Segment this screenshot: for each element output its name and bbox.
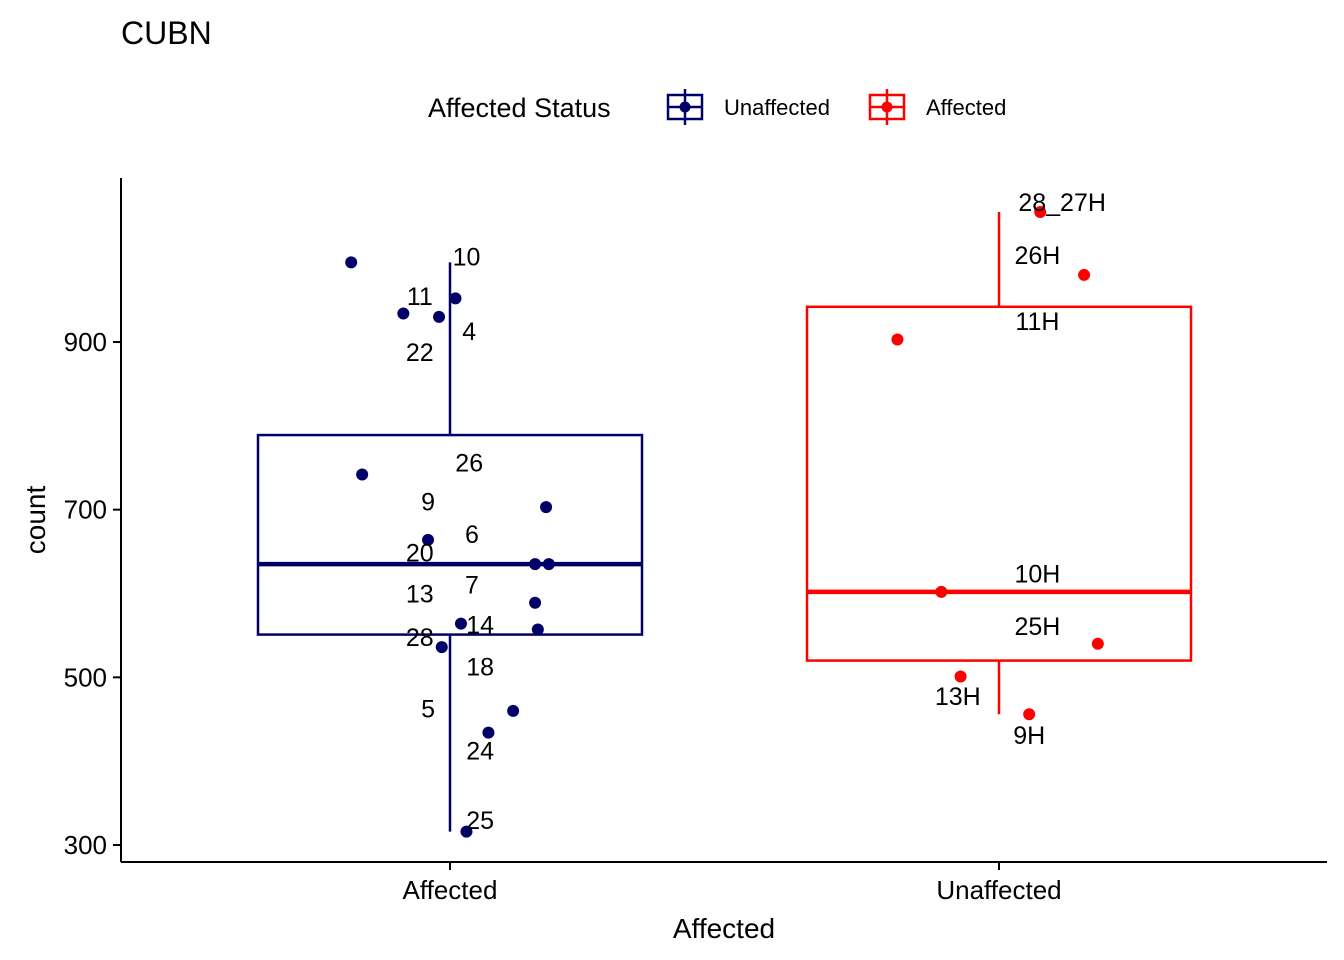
data-point-25 xyxy=(460,825,473,838)
legend-key-unaffected xyxy=(666,89,704,125)
plot-area: 10 11 4 22 26 9 6 20 7 13 14 28 18 5 24 25 28_27H 26H 11H 1… xyxy=(256,189,1193,838)
data-point-28 xyxy=(531,623,544,636)
x-axis-title: Affected xyxy=(673,913,775,944)
point-label-28_27H: 28_27H xyxy=(1018,189,1106,217)
data-point-26 xyxy=(356,468,369,481)
legend-title: Affected Status xyxy=(428,93,611,123)
point-label-20: 20 xyxy=(406,539,434,567)
point-label-22: 22 xyxy=(406,339,434,367)
data-point-9H xyxy=(1023,708,1036,721)
data-point-7 xyxy=(542,558,555,571)
legend-label-unaffected: Unaffected xyxy=(724,95,830,120)
data-point-4 xyxy=(449,292,462,305)
point-label-25: 25 xyxy=(466,807,494,835)
legend-label-affected: Affected xyxy=(926,95,1006,120)
data-point-9 xyxy=(540,501,553,514)
point-label-11: 11 xyxy=(407,283,433,311)
point-label-18: 18 xyxy=(466,653,494,681)
x-axis-ticks: Affected Unaffected xyxy=(403,862,1062,905)
point-label-14: 14 xyxy=(466,612,494,640)
point-label-7: 7 xyxy=(465,571,479,599)
data-point-20 xyxy=(529,558,542,571)
y-axis-title: count xyxy=(20,486,51,555)
data-point-6 xyxy=(422,533,435,546)
boxplot-affected: 28_27H 26H 11H 10H 25H 13H 9H xyxy=(805,189,1193,750)
point-label-5: 5 xyxy=(421,695,435,723)
chart-title: CUBN xyxy=(121,15,212,51)
point-label-13H: 13H xyxy=(935,683,981,711)
data-point-28_27H xyxy=(1034,206,1047,219)
data-point-13H xyxy=(954,670,967,683)
box-affected xyxy=(805,305,1193,662)
y-tick-label-500: 500 xyxy=(64,662,107,692)
point-label-26H: 26H xyxy=(1014,242,1060,270)
box-unaffected xyxy=(256,433,644,636)
point-label-10H: 10H xyxy=(1014,560,1060,588)
x-tick-label-affected: Affected xyxy=(403,875,498,905)
data-point-25H xyxy=(1091,637,1104,650)
data-point-13 xyxy=(529,596,542,609)
data-point-22 xyxy=(433,310,446,323)
y-tick-label-300: 300 xyxy=(64,830,107,860)
data-point-14 xyxy=(454,617,467,630)
data-point-26H xyxy=(1078,268,1091,281)
x-tick-label-unaffected: Unaffected xyxy=(936,875,1061,905)
legend: Affected Status Unaffected Affected xyxy=(428,89,1006,125)
point-label-26: 26 xyxy=(455,450,483,478)
y-axis-ticks: 300 500 700 900 xyxy=(64,327,121,860)
data-point-10 xyxy=(345,256,358,269)
data-point-10H xyxy=(935,585,948,598)
data-point-11 xyxy=(397,307,410,320)
data-point-11H xyxy=(891,333,904,346)
point-label-28: 28 xyxy=(406,624,434,652)
data-point-24 xyxy=(482,726,495,739)
legend-key-affected xyxy=(868,89,906,125)
y-tick-label-700: 700 xyxy=(64,495,107,525)
point-label-9H: 9H xyxy=(1013,722,1045,750)
point-label-10: 10 xyxy=(453,243,481,271)
point-label-24: 24 xyxy=(466,737,494,765)
legend-point-unaffected xyxy=(679,101,691,113)
point-label-6: 6 xyxy=(465,521,479,549)
point-label-4: 4 xyxy=(462,318,476,346)
y-tick-label-900: 900 xyxy=(64,327,107,357)
legend-point-affected xyxy=(881,101,893,113)
point-label-11H: 11H xyxy=(1015,308,1059,336)
point-label-25H: 25H xyxy=(1014,613,1060,641)
data-point-18 xyxy=(435,641,448,654)
data-point-5 xyxy=(507,704,520,717)
point-label-13: 13 xyxy=(406,581,434,609)
point-label-9: 9 xyxy=(421,488,435,516)
boxplot-unaffected: 10 11 4 22 26 9 6 20 7 13 14 28 18 5 24 25 xyxy=(256,243,644,838)
